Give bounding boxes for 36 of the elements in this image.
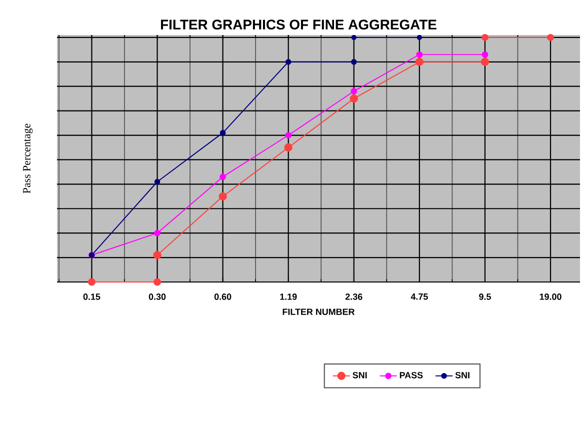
x-axis-title: FILTER NUMBER [282,308,355,315]
point [350,94,358,103]
legend-label: SNI [352,372,367,378]
point [285,59,292,65]
x-tick-label: 9.5 [479,294,491,300]
point [481,34,488,41]
point [415,58,424,66]
chart-title: FILTER GRAPHICS OF FINE AGGREGATE [160,20,436,30]
point [153,278,162,286]
point [351,59,357,65]
x-tick-label: 2.36 [345,294,362,300]
x-tick-label: 0.60 [214,294,232,300]
point [351,34,356,40]
legend-label: PASS [400,372,423,378]
point [220,130,226,136]
point [416,51,423,58]
y-axis-title: Pass Percentage [23,124,33,194]
x-tick-label: 19.00 [540,294,562,300]
point [284,143,292,152]
x-tick-label: 1.19 [280,294,297,300]
point [218,192,227,200]
point [154,230,160,236]
point [153,251,162,260]
x-tick-label: 0.15 [83,294,100,300]
legend-label: SNI [455,372,470,378]
point [220,174,226,180]
point [480,58,490,66]
point [285,132,292,138]
point [88,278,96,286]
point [350,88,358,94]
point [416,34,422,40]
x-tick-label: 4.75 [410,294,428,300]
point [154,178,160,185]
x-tick-label: 0.30 [148,294,166,300]
point [482,51,488,58]
point [547,34,554,41]
